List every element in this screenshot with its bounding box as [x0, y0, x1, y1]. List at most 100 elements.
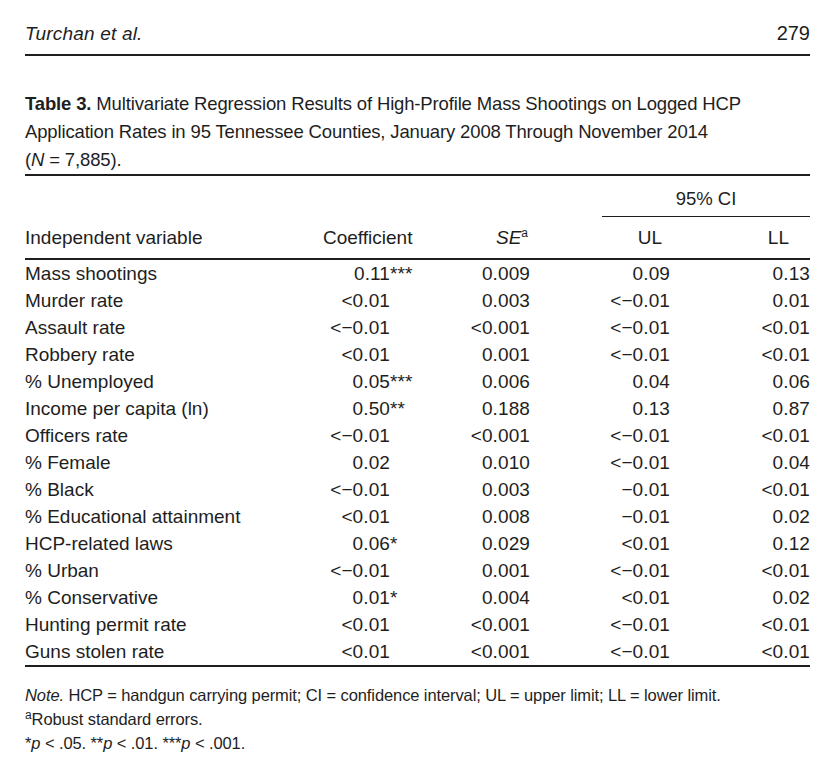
cell-variable: Hunting permit rate	[25, 611, 305, 638]
cell-variable: % Conservative	[25, 584, 305, 611]
cell-ul: <−0.01	[530, 314, 670, 341]
sig-star-2: **	[91, 734, 104, 752]
coefficient-value: <−0.01	[330, 317, 390, 338]
cell-ul: <0.01	[530, 530, 670, 557]
cell-ll: <0.01	[670, 476, 810, 503]
cell-variable: % Female	[25, 449, 305, 476]
coefficient-value: 0.06	[353, 533, 390, 554]
significance-stars: ***	[390, 263, 412, 285]
coefficient-value: 0.02	[353, 452, 390, 473]
cell-ul: <−0.01	[530, 611, 670, 638]
running-head: Turchan et al. 279	[25, 22, 810, 45]
cell-se: 0.004	[390, 584, 530, 611]
cell-variable: Guns stolen rate	[25, 638, 305, 666]
cell-ll: <0.01	[670, 341, 810, 368]
cell-ll: 0.87	[670, 395, 810, 422]
caption-line-1: Table 3.Multivariate Regression Results …	[25, 90, 810, 118]
cell-coefficient: <−0.01	[305, 557, 390, 584]
regression-table: 95% CI Independent variable Coefficient …	[25, 174, 810, 667]
cell-se: 0.003	[390, 287, 530, 314]
table-footnotes: Note. HCP = handgun carrying permit; CI …	[25, 683, 810, 755]
cell-variable: Income per capita (ln)	[25, 395, 305, 422]
page-number: 279	[777, 22, 810, 45]
cell-ul: <−0.01	[530, 638, 670, 666]
cell-ul: −0.01	[530, 503, 670, 530]
table-header-row: Independent variable Coefficient SEa UL …	[25, 217, 810, 259]
cell-se: <0.001	[390, 638, 530, 666]
cell-coefficient: 0.11***	[305, 259, 390, 287]
cell-se: 0.003	[390, 476, 530, 503]
cell-ll: <0.01	[670, 638, 810, 666]
ci-spanner-row: 95% CI	[25, 175, 810, 217]
cell-ll: <0.01	[670, 314, 810, 341]
cell-se: <0.001	[390, 314, 530, 341]
sig-text-1: < .05.	[40, 734, 90, 752]
col-header-variable: Independent variable	[25, 217, 305, 259]
cell-ul: <−0.01	[530, 449, 670, 476]
table-row: Assault rate <−0.01 <0.001 <−0.01 <0.01	[25, 314, 810, 341]
sig-star-3: ***	[162, 734, 181, 752]
cell-variable: HCP-related laws	[25, 530, 305, 557]
table-row: Income per capita (ln) 0.50** 0.188 0.13…	[25, 395, 810, 422]
cell-se: 0.029	[390, 530, 530, 557]
ci-spanner-cell: 95% CI	[530, 175, 810, 217]
cell-variable: % Urban	[25, 557, 305, 584]
se-label: SE	[496, 227, 521, 248]
cell-ul: <−0.01	[530, 341, 670, 368]
cell-coefficient: <0.01	[305, 287, 390, 314]
significance-stars: ***	[390, 371, 412, 393]
cell-ll: 0.13	[670, 259, 810, 287]
cell-ll: 0.01	[670, 287, 810, 314]
spanner-empty-cell	[25, 175, 530, 217]
cell-se: 0.001	[390, 557, 530, 584]
coefficient-value: 0.01	[353, 587, 390, 608]
cell-ul: <−0.01	[530, 287, 670, 314]
ci-spanner-label: 95% CI	[602, 188, 810, 217]
cell-coefficient: <−0.01	[305, 476, 390, 503]
table-row: Robbery rate <0.01 0.001 <−0.01 <0.01	[25, 341, 810, 368]
coefficient-value: 0.11	[354, 263, 390, 284]
cell-se: <0.001	[390, 611, 530, 638]
col-header-ll: LL	[670, 217, 810, 259]
table-row: % Conservative 0.01* 0.004 <0.01 0.02	[25, 584, 810, 611]
cell-se: 0.008	[390, 503, 530, 530]
table-row: % Black <−0.01 0.003 −0.01 <0.01	[25, 476, 810, 503]
caption-n-symbol: N	[31, 149, 44, 170]
note-text: HCP = handgun carrying permit; CI = conf…	[64, 686, 721, 704]
coefficient-value: <0.01	[341, 641, 390, 662]
cell-variable: Mass shootings	[25, 259, 305, 287]
caption-table-label: Table 3.	[25, 93, 91, 114]
coefficient-value: <0.01	[341, 344, 390, 365]
table-caption: Table 3.Multivariate Regression Results …	[25, 90, 810, 174]
footnote-a-marker: a	[25, 708, 32, 722]
significance-stars: *	[390, 533, 398, 555]
table-row: % Unemployed 0.05*** 0.006 0.04 0.06	[25, 368, 810, 395]
coefficient-value: 0.50	[353, 398, 390, 419]
coefficient-value: <0.01	[341, 290, 390, 311]
col-header-ul: UL	[530, 217, 670, 259]
table-row: Mass shootings 0.11*** 0.009 0.09 0.13	[25, 259, 810, 287]
table-row: HCP-related laws 0.06* 0.029 <0.01 0.12	[25, 530, 810, 557]
cell-variable: Assault rate	[25, 314, 305, 341]
running-head-rule	[25, 54, 810, 56]
significance-stars: **	[390, 398, 405, 420]
cell-coefficient: 0.06*	[305, 530, 390, 557]
table-row: Murder rate <0.01 0.003 <−0.01 0.01	[25, 287, 810, 314]
cell-ul: 0.04	[530, 368, 670, 395]
coefficient-value: <−0.01	[330, 479, 390, 500]
cell-ll: 0.06	[670, 368, 810, 395]
cell-ul: <−0.01	[530, 557, 670, 584]
table-row: Hunting permit rate <0.01 <0.001 <−0.01 …	[25, 611, 810, 638]
cell-se: <0.001	[390, 422, 530, 449]
table-row: % Urban <−0.01 0.001 <−0.01 <0.01	[25, 557, 810, 584]
footnote-a-text: Robust standard errors.	[32, 710, 203, 728]
table-row: Guns stolen rate <0.01 <0.001 <−0.01 <0.…	[25, 638, 810, 666]
cell-coefficient: <−0.01	[305, 314, 390, 341]
cell-coefficient: <0.01	[305, 638, 390, 666]
cell-variable: % Black	[25, 476, 305, 503]
running-head-authors: Turchan et al.	[25, 23, 143, 45]
significance-stars: *	[390, 587, 398, 609]
cell-variable: Robbery rate	[25, 341, 305, 368]
table-row: Officers rate <−0.01 <0.001 <−0.01 <0.01	[25, 422, 810, 449]
cell-ul: −0.01	[530, 476, 670, 503]
